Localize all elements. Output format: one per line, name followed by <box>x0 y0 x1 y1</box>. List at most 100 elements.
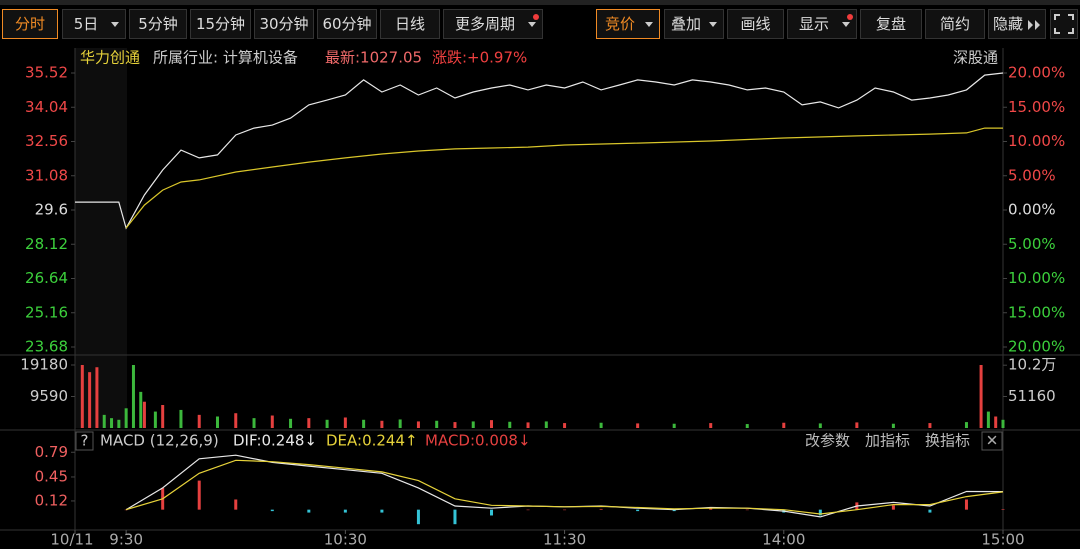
bar <box>563 423 567 428</box>
bar <box>179 409 183 428</box>
tool[interactable]: 显示 <box>787 9 857 39</box>
panel-button[interactable]: 改参数 <box>805 432 850 450</box>
bar <box>117 419 121 428</box>
bar <box>994 416 998 428</box>
y-tick-label: 9590 <box>30 387 68 405</box>
bar <box>131 365 135 428</box>
bar <box>891 423 895 428</box>
y-tick-label: 26.64 <box>25 269 68 287</box>
close-box[interactable] <box>981 431 1003 451</box>
y-tick-label: 0.12 <box>35 491 68 509</box>
tool[interactable]: 叠加 <box>664 9 724 39</box>
bar <box>471 421 475 428</box>
tool[interactable]: 画线 <box>727 9 784 39</box>
panel-button[interactable]: 换指标 <box>925 432 970 450</box>
y-tick-label: 34.04 <box>25 98 68 116</box>
fullscreen-icon <box>1054 14 1074 34</box>
y2-tick-label: 0.00% <box>1008 201 1056 219</box>
bar <box>818 423 822 428</box>
y2-tick-label: 10.2万 <box>1008 356 1056 374</box>
y-tick-label: 19180 <box>20 356 68 374</box>
bar <box>672 509 676 512</box>
bar <box>124 509 128 511</box>
tool-label: 隐藏 <box>993 15 1024 33</box>
bar <box>153 411 157 428</box>
tab[interactable]: 分时 <box>2 9 58 39</box>
tab[interactable]: 日线 <box>380 9 440 39</box>
bar <box>95 367 99 428</box>
bar <box>526 509 530 511</box>
bar <box>307 418 311 428</box>
bar <box>234 499 238 510</box>
bar <box>380 509 384 513</box>
bar <box>979 365 983 428</box>
tab[interactable]: 5分钟 <box>129 9 187 39</box>
tool[interactable]: 简约 <box>925 9 985 39</box>
bar <box>928 509 932 513</box>
bar <box>398 419 402 428</box>
y2-tick-label: 15.00% <box>1008 303 1065 321</box>
tab[interactable]: 30分钟 <box>254 9 314 39</box>
stock-name: 华力创通 <box>80 49 140 67</box>
panel-button[interactable]: 加指标 <box>865 432 910 450</box>
bar <box>964 499 968 510</box>
x-tick-label: 10:30 <box>324 531 367 549</box>
y2-tick-label: 5.00% <box>1008 235 1056 253</box>
bar <box>855 422 859 428</box>
y-tick-label: 28.12 <box>25 235 68 253</box>
bar <box>252 418 256 428</box>
bar <box>139 391 143 428</box>
bar <box>544 421 548 428</box>
tab[interactable]: 60分钟 <box>317 9 377 39</box>
tool[interactable]: 复盘 <box>860 9 922 39</box>
bar <box>672 423 676 428</box>
y-tick-label: 25.16 <box>25 303 68 321</box>
tool[interactable]: 隐藏 <box>988 9 1046 39</box>
tab[interactable]: 15分钟 <box>190 9 251 39</box>
bar <box>745 424 749 428</box>
tab[interactable]: 5日 <box>62 9 126 39</box>
arrow-icon <box>1028 20 1040 30</box>
bar <box>435 420 439 428</box>
line <box>125 127 1003 229</box>
bar <box>380 420 384 428</box>
tab[interactable]: 更多周期 <box>443 9 543 39</box>
fullscreen[interactable] <box>1050 9 1078 39</box>
y-tick-label: 0.79 <box>35 443 68 461</box>
y-tick-label: 32.56 <box>25 132 68 150</box>
bar <box>307 509 311 513</box>
close[interactable]: ✕ <box>986 432 999 450</box>
bar <box>453 422 457 428</box>
help[interactable]: ? <box>81 432 89 450</box>
bar <box>453 509 457 525</box>
bar <box>782 422 786 428</box>
bar <box>986 411 990 428</box>
y-tick-label: 35.52 <box>25 64 68 82</box>
bar <box>362 419 366 428</box>
bar <box>508 421 512 428</box>
bar <box>289 418 293 428</box>
y-tick-label: 31.08 <box>25 166 68 184</box>
help-box[interactable] <box>75 431 94 451</box>
bar <box>709 423 713 428</box>
bar <box>161 405 165 428</box>
bar <box>270 509 274 512</box>
bar <box>490 420 494 428</box>
bar <box>343 509 347 513</box>
bar <box>234 413 238 428</box>
bar <box>818 509 822 516</box>
y2-tick-label: 5.00% <box>1008 166 1056 184</box>
bar <box>197 414 201 428</box>
bar <box>124 408 128 428</box>
y2-tick-label: 20.00% <box>1008 64 1065 82</box>
bar <box>490 509 494 516</box>
bar <box>110 418 114 428</box>
bar <box>636 509 640 512</box>
bar <box>88 372 92 428</box>
y-tick-label: 29.6 <box>35 201 68 219</box>
line <box>125 459 1004 515</box>
top-strip <box>0 0 1080 5</box>
latest: 最新:1027.05 <box>325 49 422 67</box>
tool[interactable]: 竞价 <box>596 9 660 39</box>
